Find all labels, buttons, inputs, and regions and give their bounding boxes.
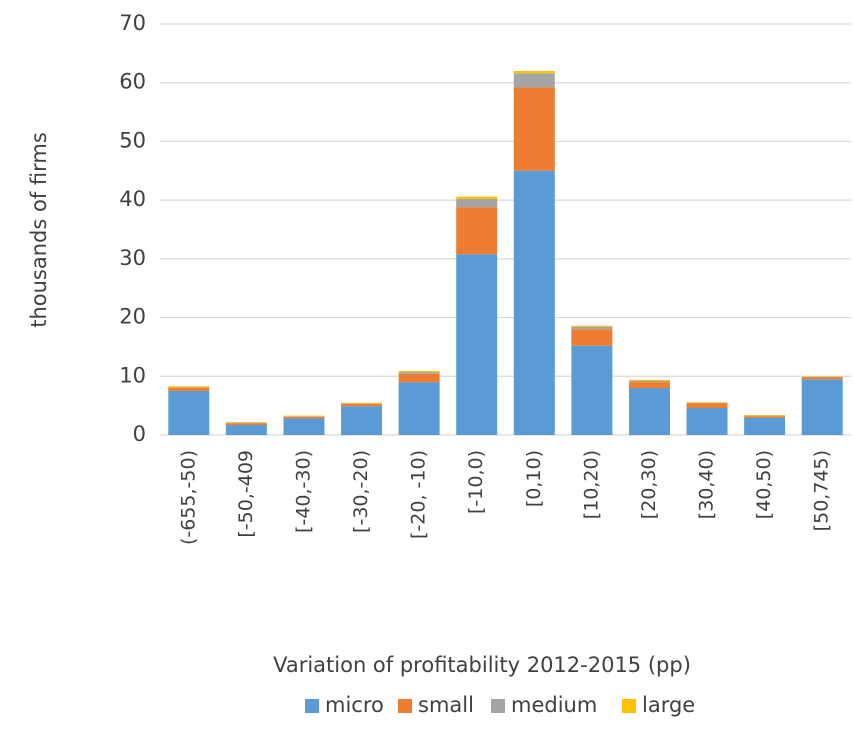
bar-segment — [801, 377, 843, 380]
legend-swatch — [398, 699, 412, 713]
x-tick-label: [-40,-30) — [292, 450, 314, 533]
x-axis-title: Variation of profitability 2012-2015 (pp… — [273, 653, 691, 677]
bar-segment — [341, 403, 383, 407]
bar-segment — [168, 388, 210, 391]
y-tick-label: 0 — [133, 422, 146, 446]
bar-segment — [513, 170, 555, 436]
bar-segment — [398, 373, 440, 383]
legend-label: medium — [511, 693, 597, 717]
y-tick-label: 60 — [119, 70, 146, 94]
bar-segment — [801, 376, 843, 378]
y-tick-label: 70 — [119, 11, 146, 35]
bar-segment — [398, 382, 440, 435]
y-tick-label: 20 — [119, 305, 146, 329]
y-tick-label: 30 — [119, 246, 146, 270]
x-tick-label: [0,10) — [523, 450, 545, 507]
bar-segment — [456, 198, 498, 208]
x-tick-label: [-20, -10) — [408, 450, 430, 539]
bar-segment — [283, 418, 325, 435]
bar-segment — [225, 422, 267, 423]
legend-label: micro — [325, 693, 384, 717]
bar-segment — [513, 70, 555, 74]
bar-segment — [801, 376, 843, 377]
bar-segment — [168, 387, 210, 389]
bar-segment — [341, 406, 383, 435]
x-tick-label: (-655,-50) — [177, 450, 199, 545]
bar-segment — [686, 403, 728, 408]
bar-segment — [398, 372, 440, 374]
x-tick-label: [-50,-409 — [235, 450, 257, 538]
bar-segment — [686, 402, 728, 403]
bar-segment — [628, 388, 670, 435]
bar-segment — [398, 371, 440, 373]
bar-segment — [744, 417, 786, 435]
bar-segment — [456, 196, 498, 199]
x-tick-label: [30,40) — [696, 450, 718, 519]
y-tick-label: 40 — [119, 187, 146, 211]
bar-segment — [283, 416, 325, 417]
legend-label: large — [642, 693, 695, 717]
bar-segment — [571, 345, 613, 435]
x-tick-label: [-30,-20) — [350, 450, 372, 533]
legend-swatch — [622, 699, 636, 713]
bar-segment — [283, 416, 325, 419]
legend-label: small — [418, 693, 474, 717]
bar-segment — [744, 416, 786, 418]
bar-segment — [341, 403, 383, 404]
x-tick-label: [20,30) — [638, 450, 660, 519]
bar-segment — [628, 382, 670, 389]
bar-segment — [686, 407, 728, 435]
bar-segment — [628, 380, 670, 383]
bar-segment — [744, 415, 786, 416]
legend-swatch — [305, 699, 319, 713]
bar-segment — [225, 423, 267, 426]
bar-segment — [571, 326, 613, 330]
y-axis-title: thousands of firms — [27, 132, 51, 328]
y-tick-label: 50 — [119, 128, 146, 152]
bar-segment — [513, 87, 555, 171]
bar-segment — [571, 329, 613, 346]
bar-segment — [628, 379, 670, 381]
bar-segment — [168, 390, 210, 435]
bar-segment — [571, 325, 613, 327]
x-tick-label: [40,50) — [753, 450, 775, 519]
y-tick-label: 10 — [119, 363, 146, 387]
x-tick-label: [-10,0) — [465, 450, 487, 514]
bar-segment — [341, 402, 383, 404]
bar-segment — [801, 379, 843, 435]
bar-segment — [225, 422, 267, 424]
bar-segment — [456, 207, 498, 255]
x-tick-label: [10,20) — [580, 450, 602, 519]
bar-segment — [168, 386, 210, 388]
x-tick-label: [50,745) — [811, 450, 833, 531]
bar-segment — [686, 402, 728, 404]
bar-segment — [225, 425, 267, 435]
bar-segment — [513, 73, 555, 88]
bar-segment — [456, 254, 498, 435]
bar-segment — [283, 415, 325, 417]
bar-segment — [744, 415, 786, 417]
legend-swatch — [491, 699, 505, 713]
